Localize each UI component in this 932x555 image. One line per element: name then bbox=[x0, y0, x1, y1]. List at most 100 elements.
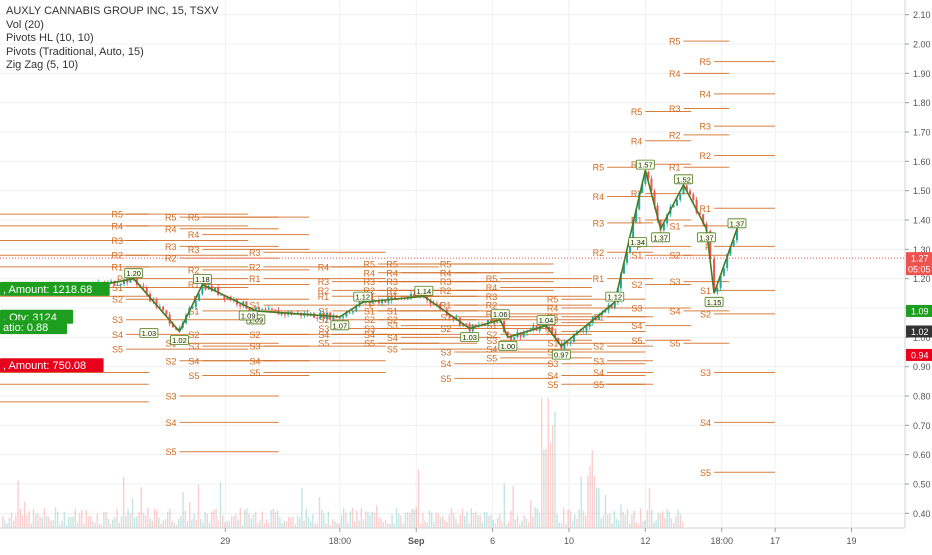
volume-bar bbox=[303, 520, 305, 528]
volume-bar bbox=[318, 496, 321, 528]
volume-bar bbox=[246, 508, 248, 528]
pivot-label: S2 bbox=[165, 356, 176, 366]
volume-bar bbox=[204, 511, 206, 528]
volume-bar bbox=[39, 516, 41, 528]
candle-body bbox=[632, 221, 635, 240]
volume-bar bbox=[156, 510, 158, 528]
swing-label: 1.14 bbox=[414, 285, 434, 296]
volume-bar bbox=[373, 512, 376, 528]
indicator-pivots-hl[interactable]: Pivots HL (10, 10) bbox=[6, 32, 94, 44]
pivot-label: R2 bbox=[318, 286, 330, 296]
volume-bar bbox=[2, 516, 4, 528]
candle-body bbox=[393, 297, 396, 299]
pivot-label: P bbox=[369, 301, 375, 311]
volume-bar bbox=[35, 514, 37, 528]
volume-bar bbox=[538, 512, 541, 528]
volume-bar bbox=[230, 516, 233, 528]
volume-bar bbox=[345, 513, 347, 528]
volume-bar bbox=[501, 521, 503, 528]
pivot-label: R4 bbox=[547, 304, 559, 314]
volume-bar bbox=[497, 517, 499, 528]
pivot-label: R1 bbox=[111, 262, 123, 272]
pivot-label: S3 bbox=[364, 324, 375, 334]
volume-bar bbox=[191, 519, 193, 528]
pivot-label: R4 bbox=[440, 268, 452, 278]
volume-bar bbox=[668, 511, 670, 528]
pivot-label: R4 bbox=[165, 224, 177, 234]
candle-body bbox=[126, 279, 129, 283]
pivot-label: S2 bbox=[387, 315, 398, 325]
volume-bar bbox=[662, 511, 664, 528]
volume-bar bbox=[28, 511, 30, 528]
pivot-label: R5 bbox=[631, 107, 643, 117]
volume-bar bbox=[349, 511, 351, 528]
volume-bar bbox=[114, 517, 116, 528]
volume-bar bbox=[494, 523, 497, 528]
volume-bar bbox=[448, 514, 450, 528]
pivot-label: R2 bbox=[165, 254, 177, 264]
volume-bar bbox=[437, 513, 439, 528]
volume-bar bbox=[74, 508, 76, 528]
volume-bar bbox=[101, 524, 103, 528]
volume-bar bbox=[178, 518, 180, 528]
price-tick-label: 0.60 bbox=[913, 450, 931, 460]
candle-body bbox=[510, 335, 513, 340]
volume-bar bbox=[211, 511, 213, 528]
candle-body bbox=[513, 337, 516, 340]
candle-body bbox=[635, 209, 638, 222]
pivot-label: S5 bbox=[165, 447, 176, 457]
pivot-label: R2 bbox=[700, 151, 712, 161]
pivot-label: R2 bbox=[188, 265, 200, 275]
pivot-label: R3 bbox=[669, 104, 681, 114]
candle-body bbox=[406, 298, 409, 300]
indicator-pivots-traditional[interactable]: Pivots (Traditional, Auto, 15) bbox=[6, 45, 144, 58]
swing-label-text: 1.03 bbox=[142, 329, 157, 338]
volume-bar bbox=[140, 486, 142, 528]
indicator-zigzag[interactable]: Zig Zag (5, 10) bbox=[6, 59, 79, 71]
candle-body bbox=[119, 284, 122, 286]
volume-bar bbox=[208, 522, 211, 528]
pivot-label: S1 bbox=[387, 306, 398, 316]
candle-body bbox=[679, 194, 682, 200]
volume-bar bbox=[444, 519, 446, 528]
volume-bar bbox=[657, 513, 659, 528]
candle-body bbox=[569, 341, 572, 344]
volume-bar bbox=[193, 513, 195, 528]
volume-bar bbox=[109, 523, 112, 528]
candle-body bbox=[610, 304, 613, 309]
pivot-label: S3 bbox=[249, 342, 260, 352]
pivot-label: R1 bbox=[440, 301, 452, 311]
volume-bar bbox=[558, 522, 560, 528]
volume-bar bbox=[294, 524, 296, 528]
zigzag-path bbox=[72, 169, 738, 348]
volume-bar bbox=[283, 520, 285, 528]
pivot-label: S5 bbox=[593, 380, 604, 390]
candle-body bbox=[487, 319, 490, 325]
volume-bar bbox=[453, 513, 455, 528]
price-tick-label: 1.60 bbox=[913, 157, 931, 167]
volume-bar bbox=[30, 523, 32, 528]
indicator-vol[interactable]: Vol (20) bbox=[6, 18, 44, 31]
volume-bar bbox=[343, 507, 345, 528]
symbol-title[interactable]: AUXLY CANNABIS GROUP INC, 15, TSXV bbox=[6, 5, 219, 17]
pivot-label: S5 bbox=[700, 468, 711, 478]
volume-bar bbox=[420, 523, 422, 528]
volume-bar bbox=[160, 523, 162, 528]
swing-label-box bbox=[651, 232, 671, 243]
swing-label: 1.18 bbox=[192, 274, 212, 284]
volume-bar bbox=[228, 521, 230, 528]
volume-bar bbox=[226, 520, 228, 528]
pivot-label: S4 bbox=[631, 321, 642, 331]
volume-bar bbox=[235, 513, 237, 528]
volume-bar bbox=[609, 513, 611, 528]
volume-bar bbox=[173, 522, 175, 528]
candle-body bbox=[554, 333, 557, 338]
candle-body bbox=[191, 306, 194, 309]
swing-label-text: 1.15 bbox=[707, 298, 722, 307]
candle-body bbox=[598, 314, 601, 321]
volume-bar bbox=[327, 511, 329, 528]
volume-bar bbox=[362, 519, 365, 528]
price-badge bbox=[906, 348, 932, 361]
